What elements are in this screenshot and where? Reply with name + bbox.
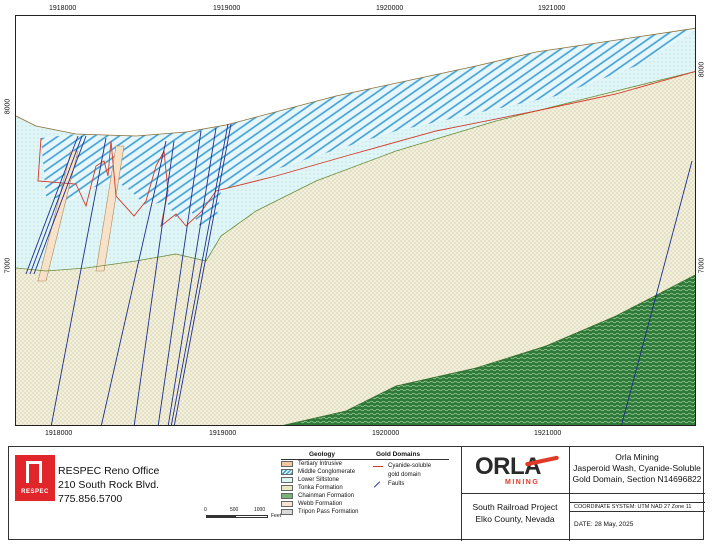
section-title-line2: Gold Domain, Section N14696822 [572, 474, 702, 484]
scale-unit: Feet [271, 513, 282, 519]
title-block-left-border [461, 447, 462, 541]
cyanide-line-swatch [373, 465, 383, 467]
legend-item-cyanide: Cyanide-soluble [373, 463, 431, 469]
legend-item-chainman: Chainman Formation [281, 493, 354, 499]
legend-item-tertiary: Tertiary Intrusive [281, 461, 342, 467]
geology-title-rule [281, 459, 373, 460]
legend-label: Webb Formation [298, 501, 343, 507]
chainman-formation-area [284, 275, 695, 425]
scale-bar [206, 515, 268, 518]
section-title-line1: Jasperoid Wash, Cyanide-Soluble [573, 463, 701, 473]
fault-line [133, 140, 175, 425]
middle-conglomerate-area [41, 28, 695, 228]
orla-logo-sub: MINING [505, 479, 540, 486]
orla-logo-text: ORLA [475, 453, 542, 480]
title-block-mid-border [569, 447, 570, 541]
fault-line-swatch [373, 480, 381, 488]
project-location: Elko County, Nevada [475, 514, 555, 524]
legend-label: Chainman Formation [298, 493, 355, 499]
fault-line [50, 137, 107, 425]
gold-legend-title: Gold Domains [376, 451, 421, 458]
legend-label: Tonka Formation [298, 485, 343, 491]
scale-label-0: 0 [204, 507, 207, 513]
fault-line [170, 123, 229, 425]
legend-item-webb: Webb Formation [281, 501, 342, 507]
fault-line [33, 135, 87, 275]
x-tick-label-bottom: 1918000 [45, 430, 73, 437]
orla-mining-logo: ORLA MINING [475, 453, 560, 489]
tonka-contact-line [16, 71, 695, 272]
respec-logo-mark [26, 461, 42, 483]
legend-item-faults: Faults [373, 480, 405, 488]
scale-bar-fill [207, 516, 236, 517]
x-tick-label-top: 1918000 [49, 5, 77, 12]
title-block-h-border [461, 493, 705, 494]
fault-line [157, 130, 202, 425]
map-date: DATE: 28 May, 2025 [574, 521, 634, 528]
bottom-info-panel: RESPEC RESPEC Reno Office 210 South Rock… [8, 446, 705, 541]
y-tick-label-left: 7000 [4, 257, 12, 274]
respec-phone: 775.856.5700 [58, 493, 123, 505]
legend-label: Tripon Pass Formation [298, 509, 359, 515]
respec-logo-letters: RESPEC [21, 489, 49, 495]
ground-surface-line [16, 27, 695, 137]
tonka-swatch [281, 485, 293, 491]
fault-line [100, 140, 167, 425]
y-tick-label-right: 7000 [698, 257, 706, 274]
cross-section-svg [16, 16, 695, 425]
chainman-contact-line [282, 274, 695, 425]
legend-label: Faults [388, 481, 405, 487]
legend-item-conglomerate: Middle Conglomerate [281, 469, 355, 475]
tertiary-swatch [281, 461, 293, 467]
fault-line [173, 123, 232, 425]
scale-label-500: 500 [230, 507, 239, 513]
title-block-h-border-2 [569, 502, 705, 503]
fault-line [29, 135, 83, 275]
fault-line [25, 135, 79, 275]
project-name: South Railroad Project [472, 502, 558, 512]
legend-label: Cyanide-soluble [388, 463, 432, 469]
tertiary-intrusive-dike [95, 145, 125, 272]
legend-label-cont: gold domain [388, 472, 421, 478]
fault-line [621, 160, 693, 425]
respec-address: 210 South Rock Blvd. [58, 479, 159, 491]
faults-group [25, 123, 693, 425]
cross-section-map[interactable] [15, 15, 696, 426]
respec-office-name: RESPEC Reno Office [58, 465, 160, 477]
legend-item-tonka: Tonka Formation [281, 485, 343, 491]
y-tick-label-right: 8000 [698, 61, 706, 78]
scale-label-1000: 1000 [254, 507, 266, 513]
title-block-h-border-3 [569, 511, 705, 512]
geology-legend-title: Geology [309, 451, 336, 458]
legend-item-siltstone: Lower Siltstone [281, 477, 339, 483]
webb-swatch [281, 501, 293, 507]
legend-label: Tertiary Intrusive [298, 461, 343, 467]
x-tick-label-top: 1919000 [213, 5, 241, 12]
y-tick-label-left: 8000 [4, 98, 12, 115]
x-tick-label-top: 1921000 [538, 5, 566, 12]
fault-line [167, 127, 217, 425]
legend-label: Middle Conglomerate [298, 469, 356, 475]
above-ground-area [16, 16, 695, 136]
company-name: Orla Mining [615, 452, 659, 462]
chainman-swatch [281, 493, 293, 499]
conglomerate-swatch [281, 469, 293, 475]
tripon-swatch [281, 509, 293, 515]
respec-logo: RESPEC [15, 455, 55, 501]
x-tick-label-top: 1920000 [376, 5, 404, 12]
siltstone-swatch [281, 477, 293, 483]
legend-item-tripon: Tripon Pass Formation [281, 509, 358, 515]
gold-title-rule [371, 459, 449, 460]
x-tick-label-bottom: 1919000 [209, 430, 237, 437]
legend-label: Lower Siltstone [298, 477, 340, 483]
x-tick-label-bottom: 1921000 [534, 430, 562, 437]
x-tick-label-bottom: 1920000 [372, 430, 400, 437]
coordinate-system: COORDINATE SYSTEM: UTM NAD 27 Zone 11 [574, 504, 692, 510]
